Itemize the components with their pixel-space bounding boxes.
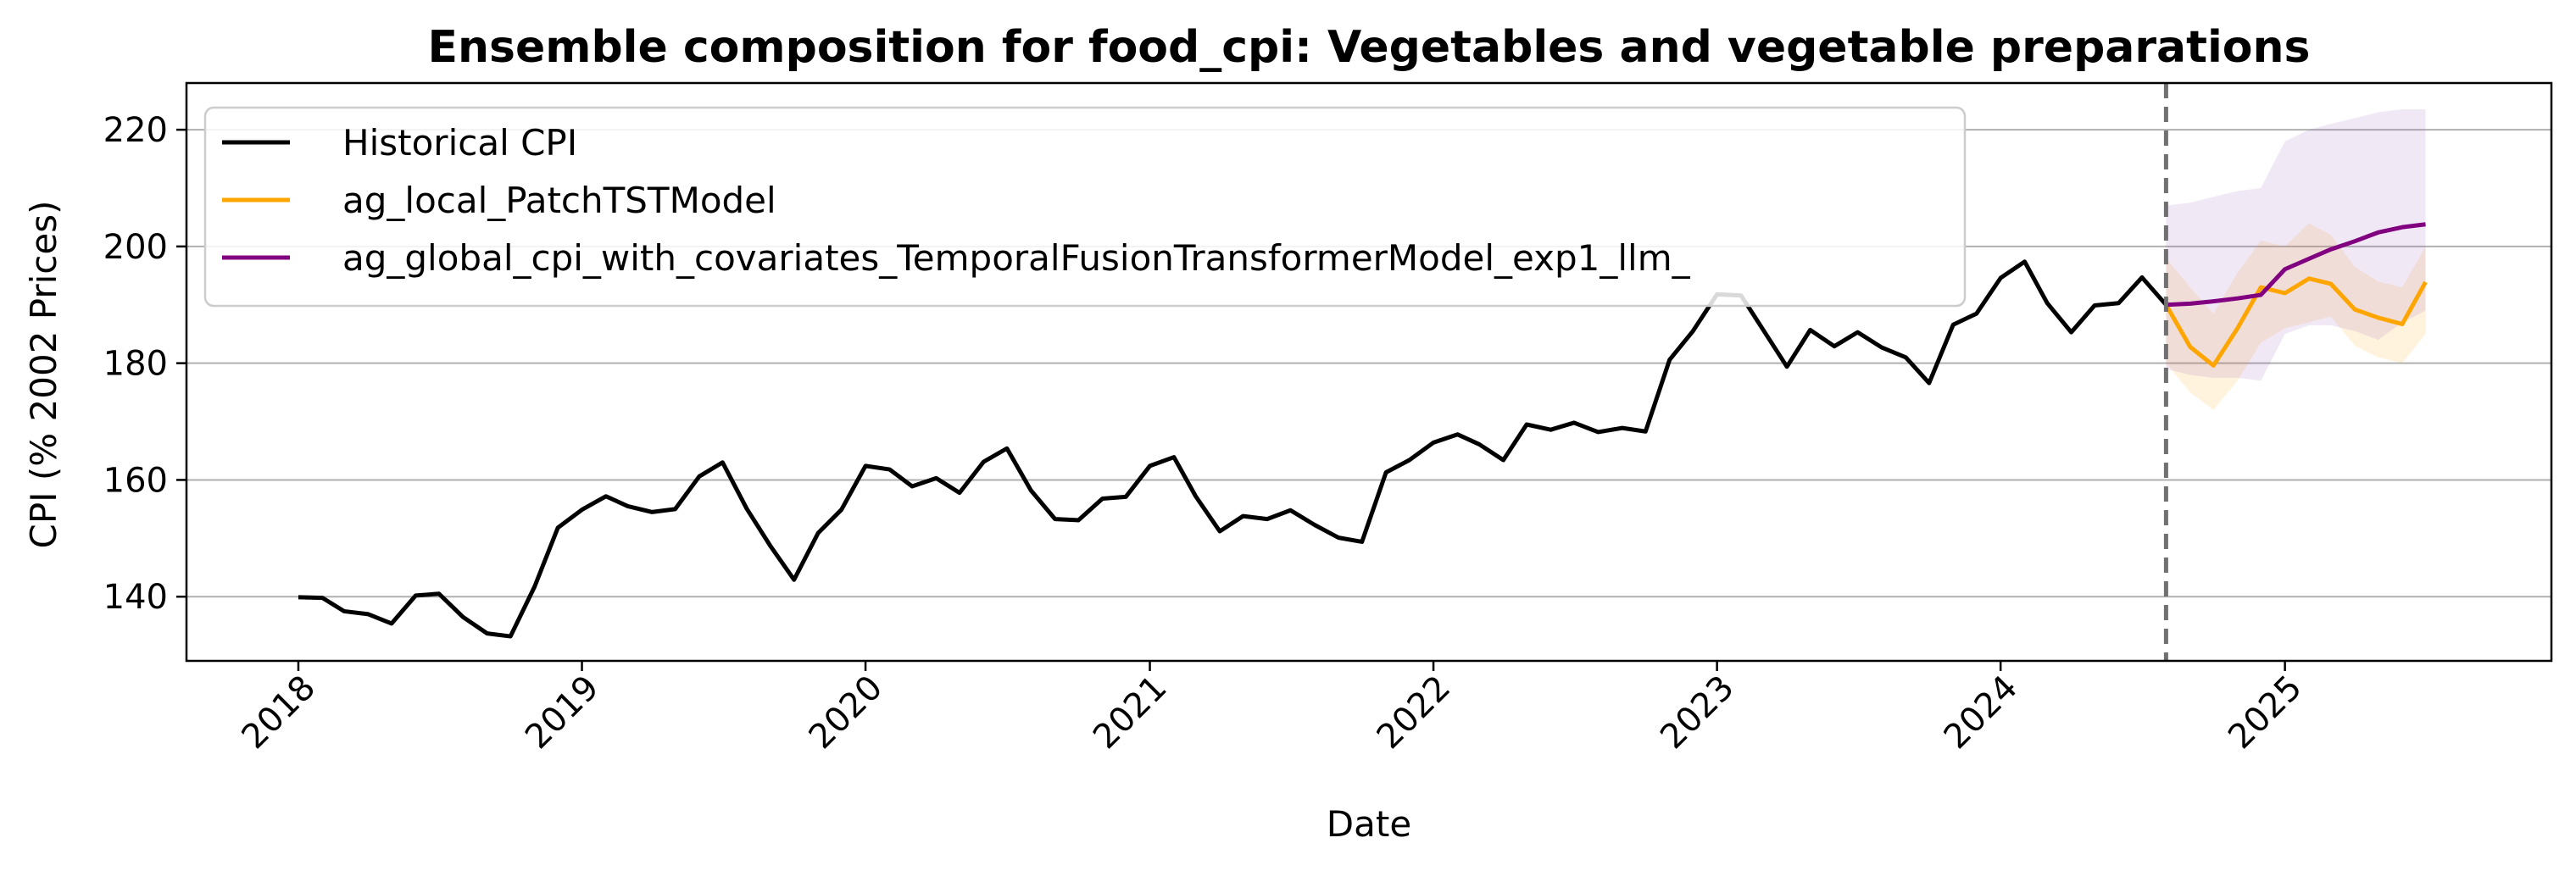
y-tick-label: 200 (103, 228, 168, 267)
chart-title: Ensemble composition for food_cpi: Veget… (428, 22, 2311, 73)
legend-label: ag_local_PatchTSTModel (342, 180, 776, 221)
x-tick-label: 2019 (518, 669, 607, 757)
legend-label: ag_global_cpi_with_covariates_TemporalFu… (342, 237, 1691, 279)
x-tick-label: 2021 (1086, 669, 1175, 757)
series-lines (298, 222, 2428, 639)
x-axis: 2018 2019 2020 2021 2022 2023 2024 2025 (235, 661, 2310, 757)
x-tick-label: 2018 (235, 669, 324, 757)
x-tick-label: 2024 (1937, 669, 2026, 757)
legend-label: Historical CPI (342, 122, 577, 164)
legend-box (203, 106, 1967, 308)
y-tick-label: 160 (103, 461, 168, 500)
x-tick-label: 2020 (802, 669, 891, 757)
legend: Historical CPI ag_local_PatchTSTModel ag_g… (203, 106, 1967, 308)
x-tick-label: 2022 (1370, 669, 1459, 757)
x-tick-label: 2025 (2221, 669, 2310, 757)
x-axis-label: Date (1327, 803, 1411, 845)
series-line (298, 259, 2168, 639)
y-axis: 140 160 180 200 220 (103, 111, 186, 617)
x-tick-label: 2023 (1653, 669, 1742, 757)
y-axis-label: CPI (% 2002 Prices) (23, 201, 64, 549)
plot-frame (185, 81, 2553, 663)
forecast-bands (2166, 109, 2426, 410)
series-line (2164, 276, 2428, 368)
y-tick-label: 220 (103, 111, 168, 150)
series-line (2166, 222, 2426, 308)
y-tick-label: 180 (103, 345, 168, 384)
y-tick-label: 140 (103, 578, 168, 617)
forecast-band (2166, 223, 2426, 410)
